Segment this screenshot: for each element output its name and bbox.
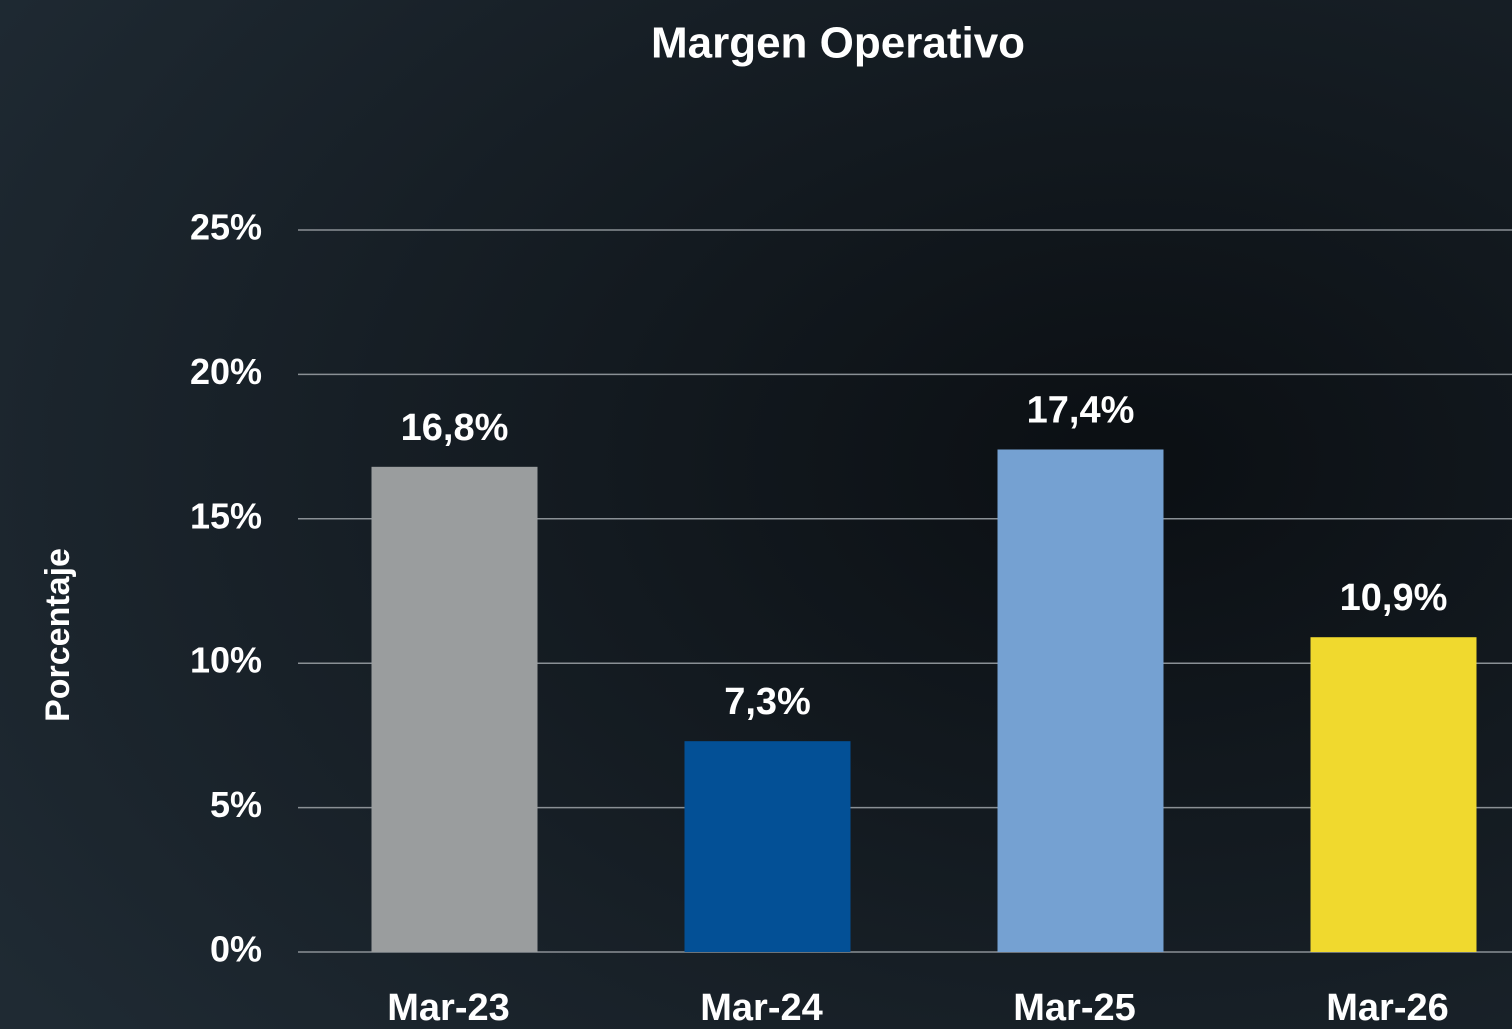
bar <box>997 449 1164 952</box>
y-tick-label: 10% <box>190 640 262 681</box>
data-label: 16,8% <box>401 407 509 449</box>
x-tick-label: Mar-25 <box>1013 987 1136 1029</box>
y-tick-label: 5% <box>210 784 262 825</box>
bar <box>684 741 851 952</box>
data-label: 17,4% <box>1027 390 1135 432</box>
chart-title: Margen Operativo <box>651 19 1025 68</box>
y-axis-label: Porcentaje <box>39 548 77 722</box>
y-tick-label: 15% <box>190 495 262 536</box>
data-label: 10,9% <box>1340 577 1448 619</box>
data-label: 7,3% <box>724 681 811 723</box>
bar <box>1310 637 1477 952</box>
y-tick-label: 25% <box>190 207 262 248</box>
bar <box>371 466 538 952</box>
y-tick-label: 20% <box>190 351 262 392</box>
x-tick-label: Mar-23 <box>387 987 510 1029</box>
y-tick-label: 0% <box>210 929 262 970</box>
x-tick-label: Mar-24 <box>700 987 823 1029</box>
x-tick-label: Mar-26 <box>1326 987 1449 1029</box>
